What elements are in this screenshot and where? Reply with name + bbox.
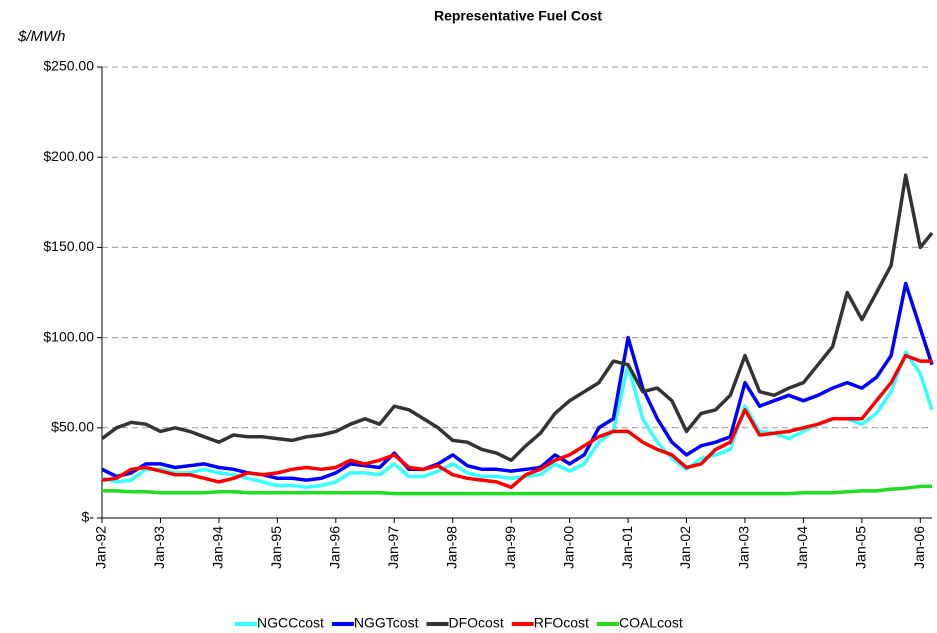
- y-tick-label: $50.00: [51, 419, 94, 435]
- series-line: [102, 484, 932, 496]
- legend-label: NGGTcost: [354, 615, 419, 631]
- x-tick-label: Jan-95: [268, 526, 284, 569]
- y-tick-label: $-: [82, 509, 95, 525]
- x-tick-label: Jan-05: [853, 526, 869, 569]
- series-line: [101, 353, 932, 490]
- x-tick-label: Jan-99: [502, 526, 518, 569]
- y-tick-label: $200.00: [43, 148, 94, 164]
- x-tick-label: Jan-03: [736, 526, 752, 569]
- series-line: [101, 281, 934, 482]
- x-tick-label: Jan-00: [560, 526, 576, 569]
- legend-label: NGCCcost: [257, 615, 324, 631]
- series-line: [100, 173, 934, 463]
- legend-label: RFOcost: [534, 615, 589, 631]
- y-tick-label: $250.00: [43, 58, 94, 74]
- y-tick-label: $150.00: [43, 238, 94, 254]
- x-tick-label: Jan-92: [93, 526, 109, 569]
- y-axis-label: $/MWh: [17, 28, 66, 45]
- legend-label: COALcost: [619, 615, 683, 631]
- x-tick-label: Jan-04: [794, 526, 810, 569]
- x-tick-label: Jan-93: [151, 526, 167, 569]
- x-tick-label: Jan-06: [911, 526, 927, 569]
- chart-title: Representative Fuel Cost: [434, 8, 602, 24]
- plot-area: [102, 67, 932, 518]
- y-tick-label: $100.00: [43, 328, 94, 344]
- x-tick-label: Jan-01: [619, 526, 635, 569]
- x-tick-label: Jan-97: [385, 526, 401, 569]
- x-tick-label: Jan-02: [677, 526, 693, 569]
- x-tick-label: Jan-98: [443, 526, 459, 569]
- x-tick-label: Jan-96: [327, 526, 343, 569]
- legend-label: DFOcost: [448, 615, 503, 631]
- x-tick-label: Jan-94: [210, 526, 226, 569]
